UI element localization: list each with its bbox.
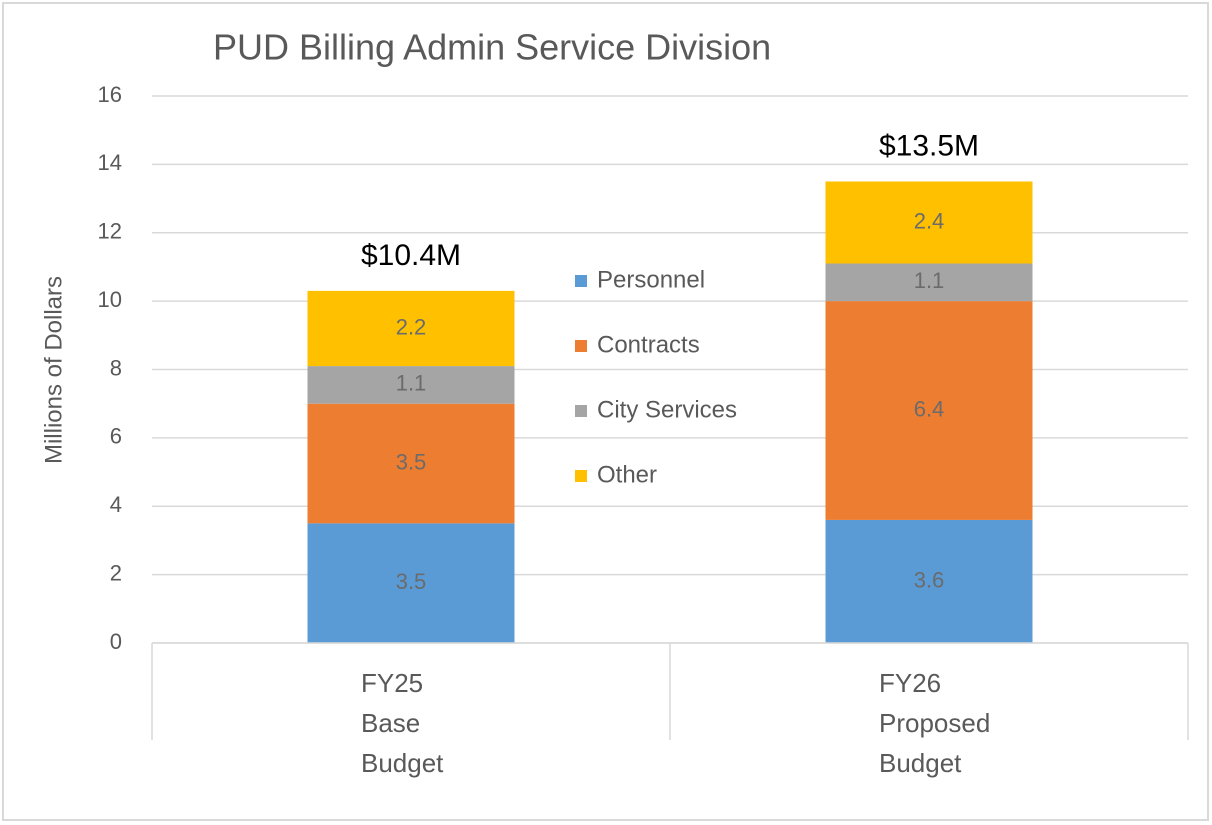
data-label: 2.4 [914,208,945,233]
legend-label: Other [597,461,657,488]
y-tick-label: 16 [98,82,122,107]
y-tick-label: 8 [110,355,122,380]
legend-swatch [575,275,587,287]
y-tick-label: 4 [110,492,122,517]
total-label: $13.5M [879,129,979,162]
data-label: 2.2 [396,314,427,339]
legend-swatch [575,405,587,417]
legend-label: City Services [597,396,737,423]
y-tick-label: 12 [98,219,122,244]
x-tick-label: FY25 Base Budget [361,668,444,778]
data-label: 1.1 [914,268,945,293]
bar-segment [825,519,1033,643]
bar-segment [307,290,515,367]
y-tick-label: 10 [98,287,122,312]
bar-segment [825,301,1033,520]
data-label: 1.1 [396,371,427,396]
legend-label: Contracts [597,331,700,358]
y-tick-label: 6 [110,424,122,449]
data-label: 6.4 [914,396,945,421]
bar-segment [307,403,515,524]
chart-title: PUD Billing Admin Service Division [213,27,771,68]
x-tick-label: FY26 Proposed Budget [879,668,990,778]
legend-swatch [575,470,587,482]
bar-segment [307,523,515,643]
data-label: 3.5 [396,449,427,474]
legend-label: Personnel [597,266,705,293]
bar-segment [825,263,1033,302]
y-tick-label: 14 [98,150,122,175]
total-label: $10.4M [361,239,461,272]
y-axis-label: Millions of Dollars [40,276,67,464]
data-label: 3.5 [396,569,427,594]
bar-segment [307,366,515,404]
bar-segment [825,181,1033,264]
y-tick-label: 0 [110,629,122,654]
y-tick-label: 2 [110,560,122,585]
legend-swatch [575,340,587,352]
data-label: 3.6 [914,567,945,592]
